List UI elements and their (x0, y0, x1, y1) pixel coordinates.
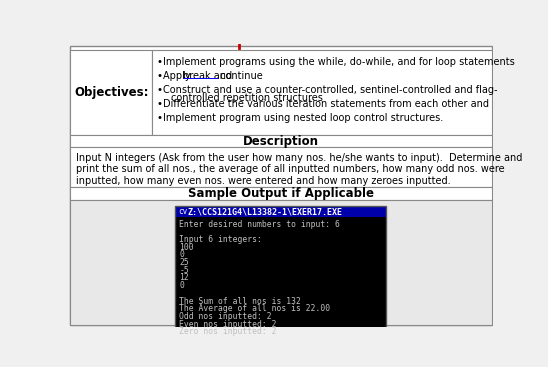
Text: 0: 0 (179, 281, 184, 290)
Text: print the sum of all nos., the average of all inputted numbers, how many odd nos: print the sum of all nos., the average o… (76, 164, 505, 174)
Text: controlled repetition structures: controlled repetition structures (171, 92, 323, 102)
Bar (70, 50, 152, 135)
Bar (175, 217, 386, 346)
Text: Zero nos inputted: 2: Zero nos inputted: 2 (179, 327, 277, 337)
Text: break and: break and (183, 71, 232, 81)
Text: Objectives:: Objectives: (74, 86, 149, 99)
Text: 12: 12 (179, 273, 189, 283)
Text: Description: Description (243, 135, 319, 148)
Bar (152, 50, 492, 135)
Bar (175, 206, 386, 346)
Text: Sample Output if Applicable: Sample Output if Applicable (188, 187, 374, 200)
Text: Even nos inputted: 2: Even nos inputted: 2 (179, 320, 277, 329)
Text: inputted, how many even nos. were entered and how many zeroes inputted.: inputted, how many even nos. were entere… (76, 176, 451, 186)
Text: •: • (157, 113, 163, 123)
Text: 100: 100 (179, 243, 194, 252)
Text: •: • (157, 71, 163, 81)
Text: cv: cv (179, 207, 188, 216)
Text: Input N integers (Ask from the user how many nos. he/she wants to input).  Deter: Input N integers (Ask from the user how … (76, 153, 523, 163)
Text: Differentiate the various iteration statements from each other and: Differentiate the various iteration stat… (163, 99, 489, 109)
Text: •: • (157, 57, 163, 67)
Bar (175, 206, 386, 217)
Text: continue: continue (218, 71, 263, 81)
Text: Input 6 integers:: Input 6 integers: (179, 235, 262, 244)
Bar (70, 135, 492, 147)
Text: -5: -5 (179, 266, 189, 275)
Text: Z:\CCS121G4\L13382-1\EXER17.EXE: Z:\CCS121G4\L13382-1\EXER17.EXE (188, 207, 343, 216)
Text: Implement programs using the while, do-while, and for loop statements: Implement programs using the while, do-w… (163, 57, 515, 67)
Text: 0: 0 (179, 250, 184, 259)
Text: Apply: Apply (163, 71, 194, 81)
Text: 25: 25 (179, 258, 189, 267)
Text: Construct and use a counter-controlled, sentinel-controlled and flag-: Construct and use a counter-controlled, … (163, 85, 498, 95)
Text: The Sum of all nos is 132: The Sum of all nos is 132 (179, 297, 301, 306)
Bar (70, 200, 492, 325)
Bar (70, 187, 492, 200)
Text: •: • (157, 85, 163, 95)
Bar (70, 147, 492, 187)
Text: Odd nos inputted: 2: Odd nos inputted: 2 (179, 312, 272, 321)
Text: •: • (157, 99, 163, 109)
Text: The Average of all nos is 22.00: The Average of all nos is 22.00 (179, 304, 330, 313)
Text: Enter desired numbers to input: 6: Enter desired numbers to input: 6 (179, 219, 340, 229)
Text: Implement program using nested loop control structures.: Implement program using nested loop cont… (163, 113, 443, 123)
